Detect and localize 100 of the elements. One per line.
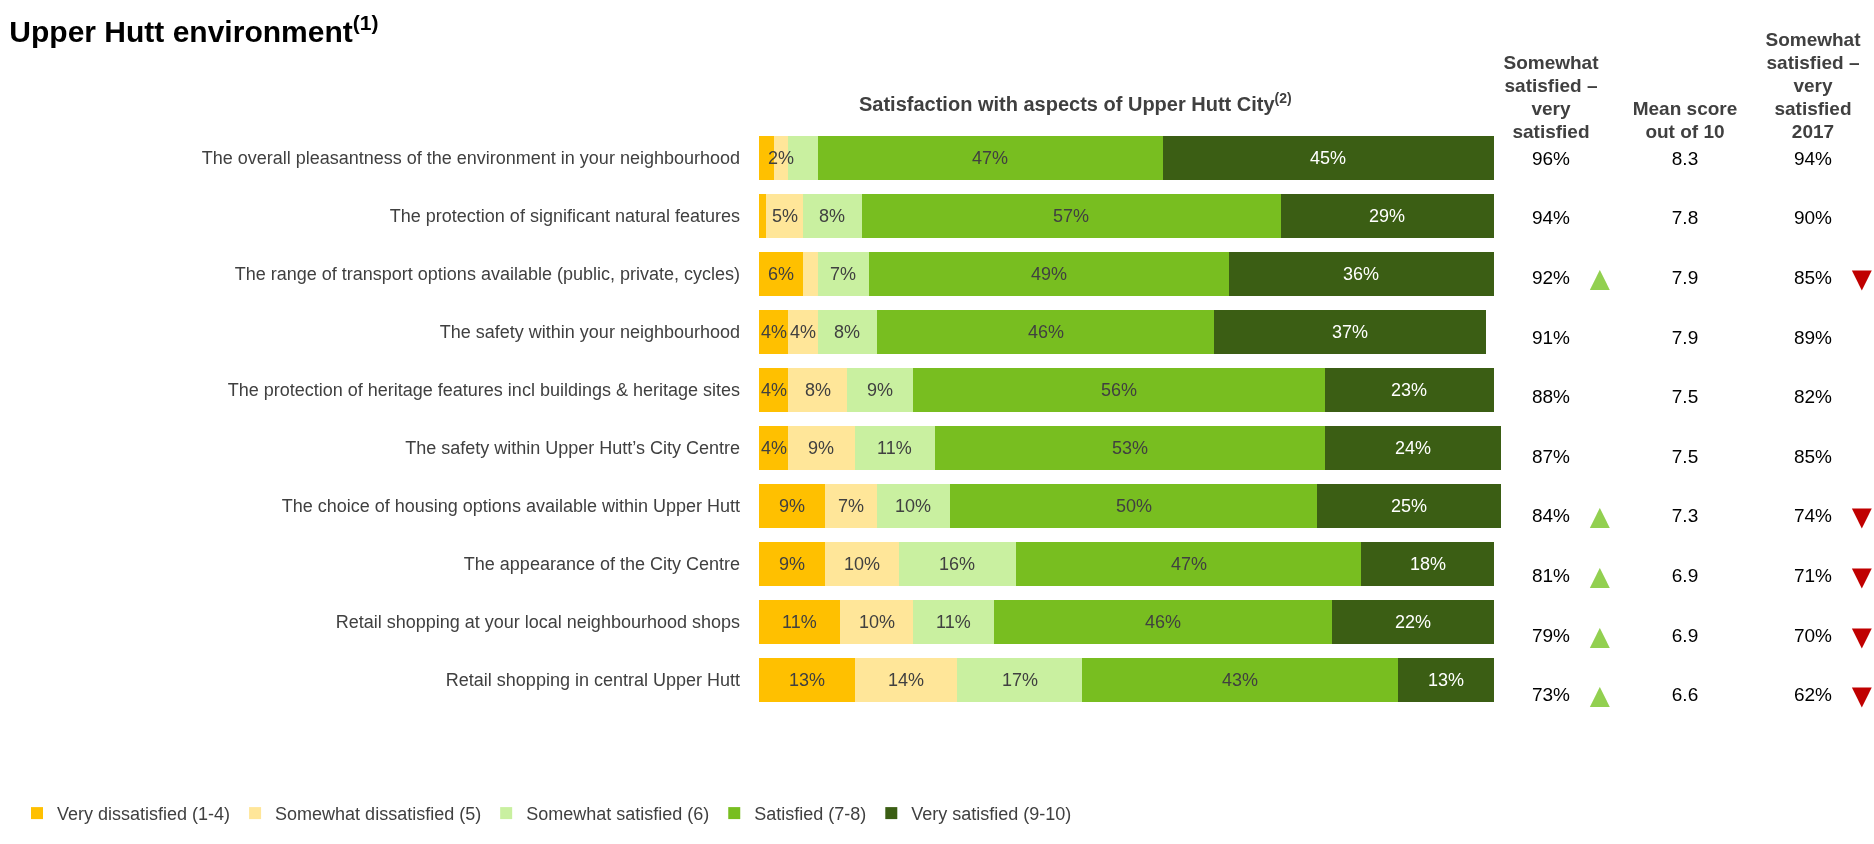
bar — [817, 252, 870, 296]
data-label: 56% — [1101, 380, 1138, 400]
bar — [1163, 136, 1494, 180]
bar — [1214, 310, 1487, 354]
data-label: 11% — [877, 438, 912, 458]
bar — [839, 600, 914, 644]
triangle-icon: ▲ — [1583, 561, 1617, 591]
bar — [876, 310, 1215, 354]
legend-label: Somewhat satisfied (6) — [526, 804, 710, 825]
data-label: 10% — [859, 612, 896, 632]
bar — [1324, 426, 1501, 470]
data-label: 16% — [939, 554, 976, 574]
data-label: 92% — [1531, 267, 1571, 288]
data-label: 18% — [1410, 554, 1447, 574]
data-label: 8% — [805, 380, 832, 400]
bar — [935, 426, 1325, 470]
data-label: 25% — [1391, 496, 1428, 516]
legend-label: Very dissatisfied (1-4) — [57, 804, 231, 825]
data-label: 6% — [768, 264, 795, 284]
data-label: 46% — [1028, 322, 1065, 342]
y-tick-label: The range of transport options available (public, private, cycles) — [234, 264, 740, 285]
data-label: 88% — [1531, 386, 1571, 408]
data-label: 37% — [1332, 322, 1369, 342]
bar — [1280, 194, 1494, 238]
data-label: 11% — [936, 612, 971, 632]
triangle-icon: ▲ — [1583, 680, 1617, 711]
text: Mean score out of 10 — [1631, 97, 1739, 143]
bar — [1398, 658, 1494, 702]
data-label: 29% — [1369, 206, 1406, 226]
triangle-icon: ▲ — [1583, 263, 1617, 293]
bar — [1016, 542, 1362, 586]
data-label: 7.8 — [1671, 207, 1699, 229]
data-label: 5% — [772, 206, 799, 226]
data-label: 49% — [1031, 264, 1068, 284]
data-label: 9% — [779, 496, 806, 516]
data-label: 89% — [1793, 326, 1833, 348]
data-label: 43% — [1222, 670, 1259, 690]
bar — [1332, 600, 1494, 644]
triangle-icon: ▼ — [1845, 263, 1874, 293]
legend-label: Somewhat dissatisfied (5) — [275, 804, 482, 825]
data-label: 8.3 — [1671, 147, 1699, 169]
data-label: 17% — [1002, 670, 1039, 690]
y-tick-label: Retail shopping at your local neighbourhood shops — [335, 612, 740, 633]
bar — [913, 600, 995, 644]
data-label: 6.9 — [1671, 565, 1699, 586]
bar — [825, 542, 899, 586]
data-label: 4% — [761, 322, 788, 342]
data-label: 82% — [1793, 386, 1833, 408]
bar — [861, 194, 1281, 238]
y-tick-label: The safety within Upper Hutt’s City Centre — [405, 438, 740, 459]
data-label: 74% — [1793, 505, 1833, 527]
bar — [788, 426, 855, 470]
data-label: 6.6 — [1671, 684, 1699, 706]
y-tick-label: The safety within your neighbourhood — [439, 322, 740, 343]
data-label: 85% — [1793, 267, 1833, 288]
triangle-icon: ▲ — [1583, 501, 1617, 532]
data-label: 4% — [790, 322, 817, 342]
bar — [759, 194, 767, 238]
data-label: 50% — [1116, 496, 1153, 516]
data-label: 71% — [1793, 565, 1833, 586]
y-tick-label: The protection of heritage features incl buildings & heritage sites — [227, 380, 740, 401]
triangle-icon: ▲ — [1583, 620, 1617, 651]
legend-label: Satisfied (7-8) — [754, 804, 867, 825]
data-label: 57% — [1053, 206, 1090, 226]
data-label: 73% — [1531, 684, 1571, 706]
legend-label: Very satisfied (9-10) — [911, 804, 1072, 825]
bar — [957, 658, 1083, 702]
data-label: 96% — [1531, 147, 1571, 169]
data-label: 36% — [1343, 264, 1380, 284]
data-label: 47% — [972, 148, 1009, 168]
data-label: 84% — [1531, 505, 1571, 527]
data-label: 7.9 — [1671, 326, 1699, 348]
data-label: 7.9 — [1671, 267, 1699, 288]
data-label: 11% — [782, 612, 817, 632]
y-tick-label: The appearance of the City Centre — [463, 554, 740, 575]
data-label: 4% — [761, 438, 788, 458]
bar — [759, 542, 826, 586]
data-label: 13% — [1428, 670, 1465, 690]
bar — [913, 368, 1325, 412]
text: Upper Hutt environment$^{(1)}$ — [9, 10, 379, 49]
bar — [825, 484, 877, 528]
data-label: 85% — [1793, 445, 1833, 467]
data-label: 8% — [834, 322, 861, 342]
bar — [994, 600, 1333, 644]
data-label: 9% — [867, 380, 894, 400]
y-tick-label: The protection of significant natural features — [389, 206, 740, 227]
text: Somewhat satisfied – very satisfied — [1502, 51, 1600, 143]
data-label: 23% — [1391, 380, 1428, 400]
data-label: 62% — [1793, 684, 1833, 706]
data-label: 9% — [779, 554, 806, 574]
triangle-icon: ▼ — [1845, 501, 1874, 532]
bar — [759, 252, 804, 296]
bar — [950, 484, 1318, 528]
data-label: 47% — [1171, 554, 1208, 574]
bar — [759, 658, 855, 702]
text: Somewhat satisfied – very satisfied 2017 — [1764, 28, 1862, 143]
bar — [854, 426, 936, 470]
data-label: 70% — [1793, 624, 1833, 646]
bar — [847, 368, 914, 412]
data-label: 9% — [808, 438, 835, 458]
